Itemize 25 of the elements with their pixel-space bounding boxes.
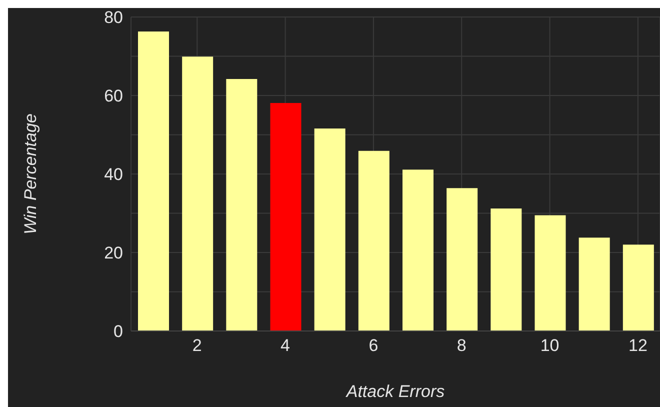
bar [182, 56, 214, 331]
y-tick-label: 60 [104, 86, 123, 106]
y-tick-label: 0 [114, 322, 123, 342]
y-tick-label: 20 [104, 244, 123, 263]
y-tick-label: 40 [104, 165, 123, 184]
bar [622, 244, 654, 331]
x-tick-label: 2 [192, 336, 202, 356]
bar [446, 188, 478, 331]
bar [314, 128, 346, 331]
bar [534, 215, 566, 331]
bar [270, 102, 302, 331]
x-tick-label: 4 [280, 336, 290, 356]
x-tick-label: 8 [456, 336, 466, 356]
bar [578, 238, 610, 331]
y-tick-label: 80 [104, 8, 123, 28]
bar [490, 208, 522, 331]
bar [358, 150, 390, 331]
x-tick-label: 6 [368, 336, 378, 356]
y-axis-title: Win Percentage [21, 114, 40, 234]
x-tick-label: 10 [540, 336, 560, 356]
bar [226, 79, 258, 331]
x-tick-label: 12 [628, 336, 648, 356]
bar [402, 170, 434, 331]
bar [138, 32, 169, 331]
x-axis-title: Attack Errors [345, 382, 446, 401]
